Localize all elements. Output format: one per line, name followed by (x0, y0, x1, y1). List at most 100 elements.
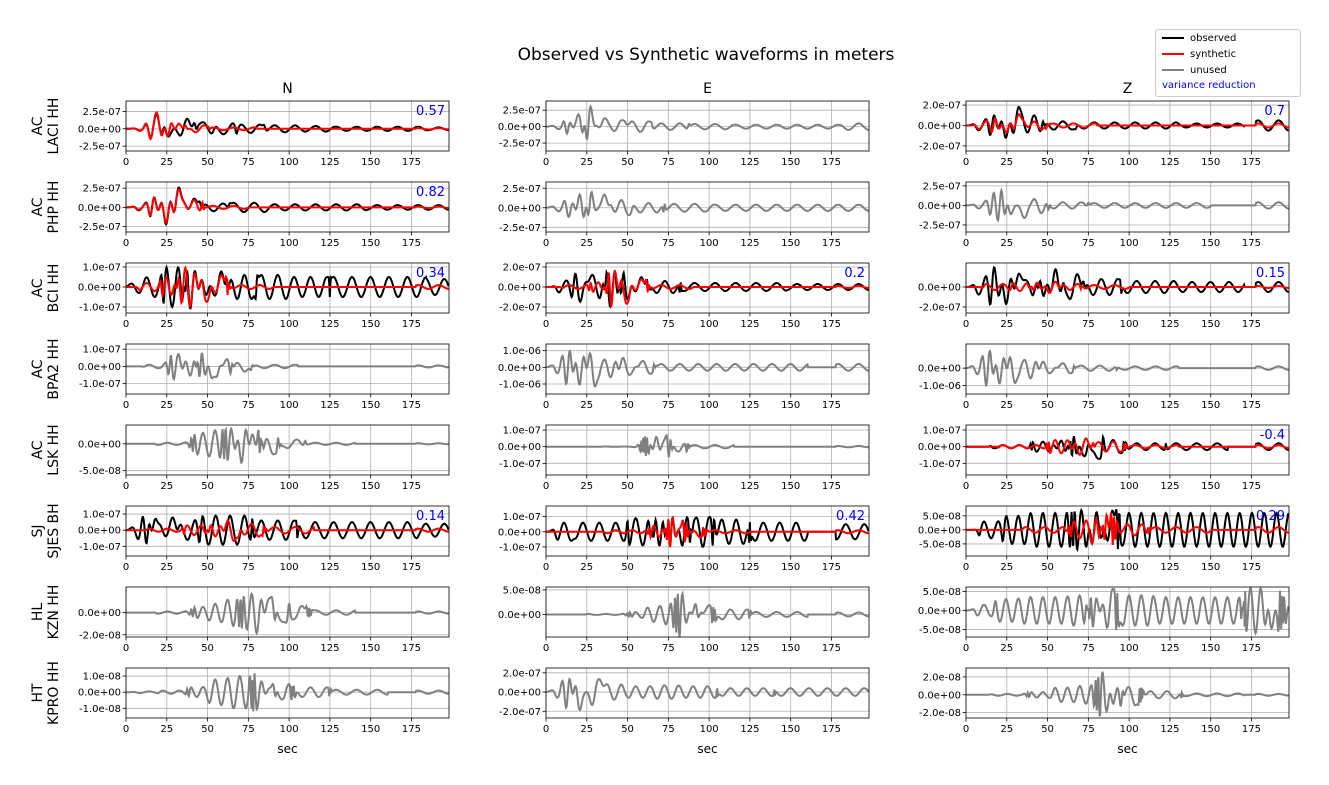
column-title-e: E (703, 81, 712, 97)
panel-frame (965, 667, 1290, 719)
panel-n: 0 25 50 75 100 125 150 175 0.0e+00 -2.0e-08 (78, 586, 450, 654)
x-tick-label: 150 (361, 400, 380, 411)
station-label: HT KPRO HH (30, 661, 62, 725)
station-label: SJ SJES BH (30, 503, 62, 558)
y-tick-label: 0.0e+00 (78, 124, 121, 135)
chart-title: Observed vs Synthetic waveforms in meter… (518, 45, 895, 65)
x-tick-label: 25 (1000, 319, 1013, 330)
station-code: KZN HH (46, 585, 62, 640)
observed-trace (546, 268, 869, 309)
unused-trace (126, 673, 449, 712)
y-tick-label: 0.0e+00 (918, 606, 961, 617)
panel-e: 0 25 50 75 100 125 150 175 5.0e-08 0.0e+00 (498, 585, 870, 654)
panel-frame (545, 343, 870, 395)
panels: AC LACI HH0 25 50 75 100 125 150 1752.5e-070.0e+… (30, 81, 1290, 756)
x-tick-label: 0 (963, 562, 969, 573)
station-code: PHP HH (46, 181, 62, 234)
y-tick-label: -5.0e-08 (79, 466, 121, 477)
x-tick-label: 25 (1000, 562, 1013, 573)
x-tick-label: 175 (822, 562, 841, 573)
panel-frame (545, 505, 870, 557)
x-tick-label: 150 (1201, 400, 1220, 411)
station-label: HL KZN HH (30, 585, 62, 640)
x-tick-label: 175 (822, 481, 841, 492)
y-tick-label: 0.0e+00 (918, 121, 961, 132)
y-tick-label: 0.0e+00 (498, 363, 541, 374)
y-tick-label: -5.0e-08 (919, 625, 961, 636)
x-tick-label: 125 (1160, 319, 1179, 330)
network-code: AC (30, 278, 46, 297)
x-tick-label: 0 (123, 562, 129, 573)
network-code: AC (30, 359, 46, 378)
y-tick-label: 0.0e+00 (498, 610, 541, 621)
y-tick-label: 0.0e+00 (498, 283, 541, 294)
x-tick-label: 25 (1000, 724, 1013, 735)
x-tick-label: 0 (123, 724, 129, 735)
x-tick-label: 175 (1242, 643, 1261, 654)
panel-frame (965, 424, 1290, 476)
panel-e: 0 25 50 75 100 125 150 175 1.0e-07 0.0e+00 -1.0e-0… (498, 505, 870, 573)
variance-reduction-value: -0.4 (1260, 428, 1285, 443)
x-tick-label: 0 (543, 481, 549, 492)
x-tick-label: 100 (1120, 724, 1139, 735)
x-tick-label: 25 (580, 724, 593, 735)
x-tick-label: 175 (1242, 157, 1261, 168)
x-tick-label: 100 (1120, 238, 1139, 249)
x-tick-label: 75 (662, 319, 675, 330)
x-tick-label: 175 (822, 238, 841, 249)
panel-e: 0 25 50 75 100 125 150 175 2.5e-07 0.0e+00 -2.5e-0… (498, 181, 870, 249)
y-tick-label: -2.0e-07 (919, 303, 961, 314)
x-tick-label: 50 (201, 319, 214, 330)
x-tick-label: 75 (242, 319, 255, 330)
y-tick-label: 1.0e-07 (83, 345, 121, 356)
panel-frame (125, 667, 450, 719)
panel-z: 0 25 50 75 100 125 150 175 5.0e-08 0.0e+00 -5.0e-0… (918, 505, 1290, 573)
y-tick-label: 1.0e-07 (503, 512, 541, 523)
unused-trace (966, 671, 1289, 717)
x-tick-label: 75 (1082, 562, 1095, 573)
unused-trace (966, 349, 1289, 388)
x-tick-label: 50 (201, 562, 214, 573)
x-tick-label: 150 (1201, 238, 1220, 249)
x-tick-label: 100 (1120, 562, 1139, 573)
x-tick-label: 0 (123, 238, 129, 249)
x-tick-label: 50 (621, 643, 634, 654)
x-tick-label: 0 (963, 724, 969, 735)
x-tick-label: 50 (1041, 562, 1054, 573)
x-axis-label: sec (1117, 742, 1137, 756)
y-tick-label: 0.0e+00 (78, 608, 121, 619)
x-tick-label: 150 (781, 238, 800, 249)
station-code: BCI HH (46, 264, 62, 313)
x-tick-label: 0 (543, 724, 549, 735)
x-tick-label: 100 (700, 481, 719, 492)
legend-swatch (1162, 37, 1184, 39)
x-tick-label: 75 (662, 400, 675, 411)
y-tick-label: 0.0e+00 (498, 688, 541, 699)
x-tick-label: 175 (1242, 562, 1261, 573)
panel-frame (125, 424, 450, 476)
synthetic-trace (546, 515, 869, 548)
x-tick-label: 0 (963, 400, 969, 411)
column-title-n: N (282, 81, 292, 97)
x-tick-label: 150 (361, 157, 380, 168)
panel-frame (125, 181, 450, 233)
y-tick-label: -2.5e-07 (499, 139, 541, 150)
x-tick-label: 100 (1120, 157, 1139, 168)
x-tick-label: 25 (1000, 238, 1013, 249)
y-tick-label: -1.0e-07 (79, 379, 121, 390)
y-tick-label: 0.0e+00 (78, 203, 121, 214)
x-tick-label: 150 (781, 481, 800, 492)
y-tick-label: 0.0e+00 (78, 283, 121, 294)
x-tick-label: 50 (621, 157, 634, 168)
legend-label: observed (1190, 33, 1237, 44)
x-tick-label: 75 (662, 481, 675, 492)
x-tick-label: 0 (963, 238, 969, 249)
y-tick-label: 2.5e-07 (83, 107, 121, 118)
y-tick-label: 2.5e-07 (923, 181, 961, 192)
x-tick-label: 75 (662, 643, 675, 654)
y-tick-label: -2.5e-07 (79, 142, 121, 153)
legend-entry-unused: unused (1162, 64, 1227, 78)
y-tick-label: 0.0e+00 (78, 439, 121, 450)
panel-z: 0 25 50 75 100 125 150 175 1.0e-07 0.0e+00 -1.0e-0… (918, 424, 1290, 492)
